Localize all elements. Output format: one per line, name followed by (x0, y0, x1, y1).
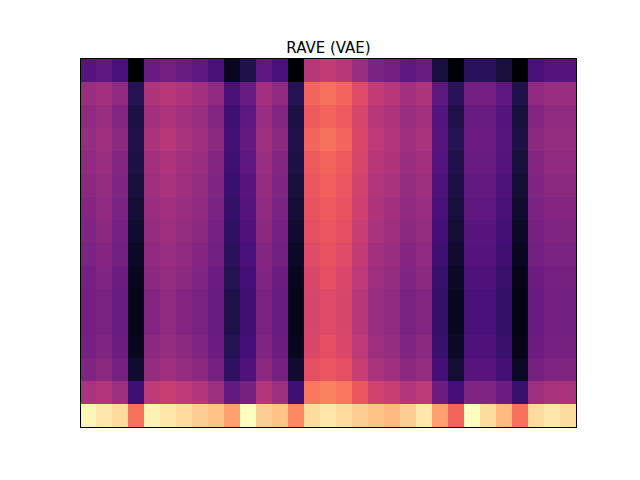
svg-text:RAVE (VAE): RAVE (VAE) (286, 39, 370, 57)
